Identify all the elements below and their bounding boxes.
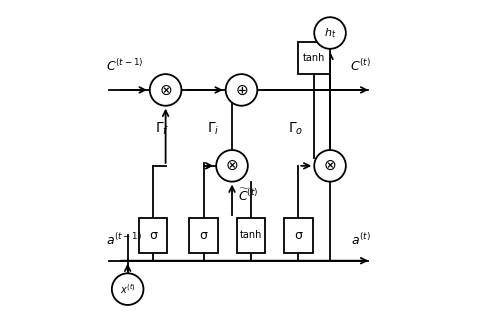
Circle shape [216,150,248,182]
Text: $h_t$: $h_t$ [324,26,336,40]
Text: $\Gamma_f$: $\Gamma_f$ [155,121,170,137]
Circle shape [314,17,346,49]
FancyBboxPatch shape [237,218,265,253]
Text: tanh: tanh [303,53,326,63]
Circle shape [112,273,143,305]
Text: σ: σ [149,229,157,242]
Text: $C^{(t)}$: $C^{(t)}$ [350,58,371,74]
Text: ⊗: ⊗ [324,158,337,173]
FancyBboxPatch shape [139,218,167,253]
Circle shape [314,150,346,182]
Text: $\widetilde{C}^{(t)}$: $\widetilde{C}^{(t)}$ [238,188,259,204]
Text: σ: σ [295,229,302,242]
Text: tanh: tanh [240,230,262,241]
Text: $a^{(t)}$: $a^{(t)}$ [351,232,371,248]
Text: $\Gamma_o$: $\Gamma_o$ [287,121,303,137]
FancyBboxPatch shape [284,218,313,253]
Text: ⊕: ⊕ [235,82,248,97]
Text: ⊗: ⊗ [226,158,239,173]
Circle shape [150,74,182,106]
Circle shape [226,74,257,106]
FancyBboxPatch shape [298,42,330,74]
Text: $C^{(t-1)}$: $C^{(t-1)}$ [105,58,143,74]
Text: $a^{(t-1)}$: $a^{(t-1)}$ [105,232,142,248]
FancyBboxPatch shape [189,218,218,253]
Text: $x^{(t)}$: $x^{(t)}$ [120,282,136,296]
Text: $\Gamma_i$: $\Gamma_i$ [207,121,219,137]
Text: ⊗: ⊗ [159,82,172,97]
Text: σ: σ [199,229,208,242]
